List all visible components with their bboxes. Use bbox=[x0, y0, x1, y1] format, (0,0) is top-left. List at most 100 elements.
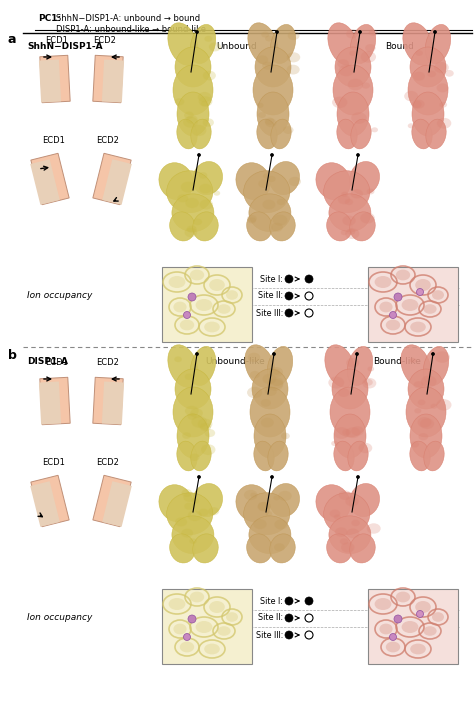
Ellipse shape bbox=[247, 387, 262, 399]
Ellipse shape bbox=[411, 100, 422, 108]
Text: ShhN−DISP1-A: unbound → bound: ShhN−DISP1-A: unbound → bound bbox=[56, 14, 200, 23]
Ellipse shape bbox=[254, 414, 286, 458]
Ellipse shape bbox=[159, 163, 193, 200]
Ellipse shape bbox=[173, 624, 187, 635]
Ellipse shape bbox=[369, 29, 378, 36]
Text: Unbound: Unbound bbox=[217, 42, 257, 51]
Text: Unbound-like: Unbound-like bbox=[205, 357, 265, 366]
Ellipse shape bbox=[180, 642, 194, 653]
Ellipse shape bbox=[184, 112, 194, 119]
Ellipse shape bbox=[412, 99, 425, 109]
Ellipse shape bbox=[418, 417, 431, 428]
Ellipse shape bbox=[345, 199, 353, 205]
Ellipse shape bbox=[169, 598, 185, 610]
Ellipse shape bbox=[365, 44, 376, 52]
Circle shape bbox=[358, 30, 362, 33]
Ellipse shape bbox=[414, 408, 421, 413]
Ellipse shape bbox=[190, 454, 200, 461]
Text: ECD1: ECD1 bbox=[43, 136, 65, 145]
Ellipse shape bbox=[265, 118, 274, 125]
Ellipse shape bbox=[437, 118, 451, 129]
Ellipse shape bbox=[316, 163, 350, 200]
Text: ECD1: ECD1 bbox=[46, 36, 68, 45]
Ellipse shape bbox=[192, 161, 223, 195]
Ellipse shape bbox=[261, 417, 274, 428]
Ellipse shape bbox=[271, 223, 283, 232]
Ellipse shape bbox=[236, 485, 270, 522]
Bar bbox=[102, 60, 124, 102]
Ellipse shape bbox=[209, 279, 225, 291]
Ellipse shape bbox=[437, 83, 448, 92]
Ellipse shape bbox=[175, 47, 211, 87]
Ellipse shape bbox=[408, 123, 414, 129]
Ellipse shape bbox=[340, 538, 348, 544]
Ellipse shape bbox=[351, 189, 363, 198]
Text: a: a bbox=[8, 33, 17, 46]
Ellipse shape bbox=[190, 269, 204, 280]
Ellipse shape bbox=[341, 230, 348, 235]
Ellipse shape bbox=[346, 358, 359, 367]
Ellipse shape bbox=[339, 491, 352, 500]
Ellipse shape bbox=[324, 493, 370, 535]
Ellipse shape bbox=[203, 118, 214, 127]
Ellipse shape bbox=[351, 119, 371, 149]
Ellipse shape bbox=[386, 319, 400, 330]
Ellipse shape bbox=[261, 32, 269, 38]
Ellipse shape bbox=[374, 276, 392, 288]
Text: ECD2: ECD2 bbox=[97, 458, 119, 467]
Ellipse shape bbox=[191, 119, 211, 149]
Ellipse shape bbox=[184, 373, 193, 380]
Ellipse shape bbox=[332, 369, 368, 409]
Bar bbox=[40, 55, 70, 102]
Ellipse shape bbox=[191, 416, 207, 428]
Ellipse shape bbox=[420, 418, 434, 429]
Ellipse shape bbox=[274, 543, 285, 551]
Ellipse shape bbox=[173, 387, 213, 437]
Ellipse shape bbox=[350, 484, 380, 517]
Ellipse shape bbox=[268, 441, 288, 471]
Ellipse shape bbox=[329, 510, 340, 518]
Ellipse shape bbox=[350, 25, 376, 64]
Ellipse shape bbox=[348, 78, 363, 90]
Ellipse shape bbox=[334, 441, 354, 471]
Bar bbox=[368, 589, 458, 664]
Circle shape bbox=[434, 30, 437, 33]
Ellipse shape bbox=[350, 161, 380, 195]
Ellipse shape bbox=[209, 601, 225, 613]
Ellipse shape bbox=[270, 367, 283, 377]
Ellipse shape bbox=[265, 511, 272, 516]
Ellipse shape bbox=[288, 31, 300, 40]
Ellipse shape bbox=[250, 493, 256, 497]
Ellipse shape bbox=[265, 387, 277, 396]
Ellipse shape bbox=[329, 516, 371, 554]
Ellipse shape bbox=[203, 70, 216, 81]
Ellipse shape bbox=[272, 369, 280, 375]
Ellipse shape bbox=[252, 369, 288, 409]
Circle shape bbox=[305, 597, 313, 605]
Text: Site III:: Site III: bbox=[255, 309, 283, 317]
Text: b: b bbox=[8, 349, 17, 362]
Bar bbox=[102, 481, 132, 527]
Text: Site I:: Site I: bbox=[260, 274, 283, 283]
Ellipse shape bbox=[334, 515, 341, 520]
Circle shape bbox=[431, 353, 435, 356]
Ellipse shape bbox=[188, 413, 197, 420]
Ellipse shape bbox=[439, 102, 447, 107]
Ellipse shape bbox=[258, 112, 266, 118]
Bar bbox=[93, 153, 131, 205]
Ellipse shape bbox=[170, 534, 195, 563]
Ellipse shape bbox=[182, 432, 191, 439]
Ellipse shape bbox=[199, 97, 212, 107]
Ellipse shape bbox=[396, 269, 410, 280]
Ellipse shape bbox=[253, 65, 293, 115]
Ellipse shape bbox=[187, 226, 197, 233]
Ellipse shape bbox=[324, 171, 370, 213]
Ellipse shape bbox=[432, 290, 444, 300]
Ellipse shape bbox=[396, 592, 410, 603]
Ellipse shape bbox=[246, 212, 272, 241]
Text: DISP1-A: unbound-like → bound-like: DISP1-A: unbound-like → bound-like bbox=[56, 25, 206, 34]
Circle shape bbox=[188, 293, 196, 301]
Ellipse shape bbox=[271, 119, 291, 149]
Ellipse shape bbox=[351, 520, 360, 526]
Ellipse shape bbox=[169, 276, 185, 288]
